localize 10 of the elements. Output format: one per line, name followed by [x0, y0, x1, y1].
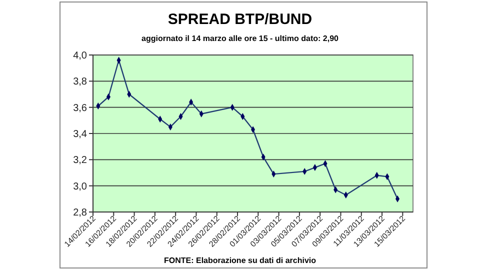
y-tick-label: 3,0: [73, 181, 88, 192]
source-note: FONTE: Elaborazione su dati di archivio: [164, 256, 316, 265]
y-tick-label: 3,8: [73, 76, 88, 88]
y-tick-label: 2,8: [73, 208, 88, 218]
chart-title: SPREAD BTP/BUND: [168, 11, 312, 28]
y-tick-label: 3,4: [73, 129, 88, 140]
chart-subtitle: aggiornato il 14 marzo alle ore 15 - ultimo dato: 2,90: [142, 34, 340, 43]
y-tick-label: 3,2: [73, 155, 88, 166]
y-tick-label: 3,6: [73, 102, 88, 114]
y-tick-label: 4,0: [73, 50, 88, 62]
